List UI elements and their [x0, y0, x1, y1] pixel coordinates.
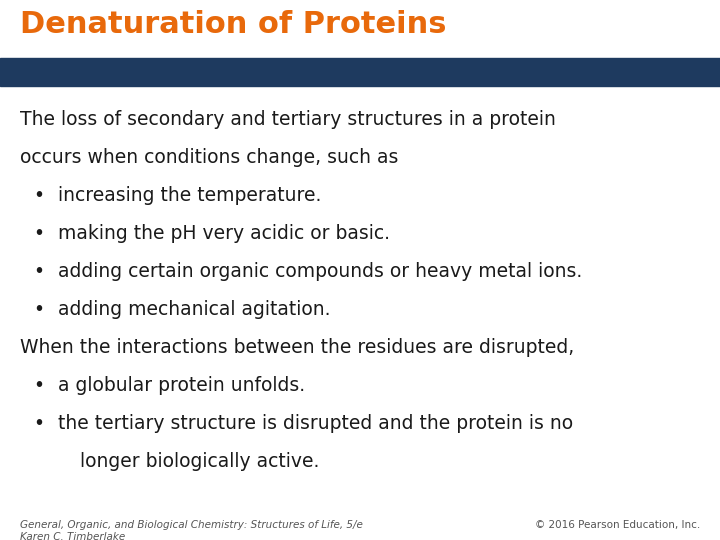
- Text: •: •: [33, 224, 45, 243]
- Text: adding certain organic compounds or heavy metal ions.: adding certain organic compounds or heav…: [58, 262, 582, 281]
- Text: increasing the temperature.: increasing the temperature.: [58, 186, 321, 205]
- Text: •: •: [33, 262, 45, 281]
- Text: •: •: [33, 300, 45, 319]
- Text: The loss of secondary and tertiary structures in a protein: The loss of secondary and tertiary struc…: [20, 110, 556, 129]
- Text: occurs when conditions change, such as: occurs when conditions change, such as: [20, 148, 398, 167]
- Text: General, Organic, and Biological Chemistry: Structures of Life, 5/e
Karen C. Tim: General, Organic, and Biological Chemist…: [20, 520, 363, 540]
- Text: •: •: [33, 376, 45, 395]
- Text: When the interactions between the residues are disrupted,: When the interactions between the residu…: [20, 338, 575, 357]
- Text: Denaturation of Proteins: Denaturation of Proteins: [20, 10, 446, 39]
- Text: the tertiary structure is disrupted and the protein is no: the tertiary structure is disrupted and …: [58, 414, 573, 433]
- Text: © 2016 Pearson Education, Inc.: © 2016 Pearson Education, Inc.: [535, 520, 700, 530]
- Text: adding mechanical agitation.: adding mechanical agitation.: [58, 300, 330, 319]
- Text: •: •: [33, 186, 45, 205]
- Text: •: •: [33, 414, 45, 433]
- Text: making the pH very acidic or basic.: making the pH very acidic or basic.: [58, 224, 390, 243]
- Text: longer biologically active.: longer biologically active.: [80, 452, 320, 471]
- Bar: [0, 58, 720, 86]
- Text: a globular protein unfolds.: a globular protein unfolds.: [58, 376, 305, 395]
